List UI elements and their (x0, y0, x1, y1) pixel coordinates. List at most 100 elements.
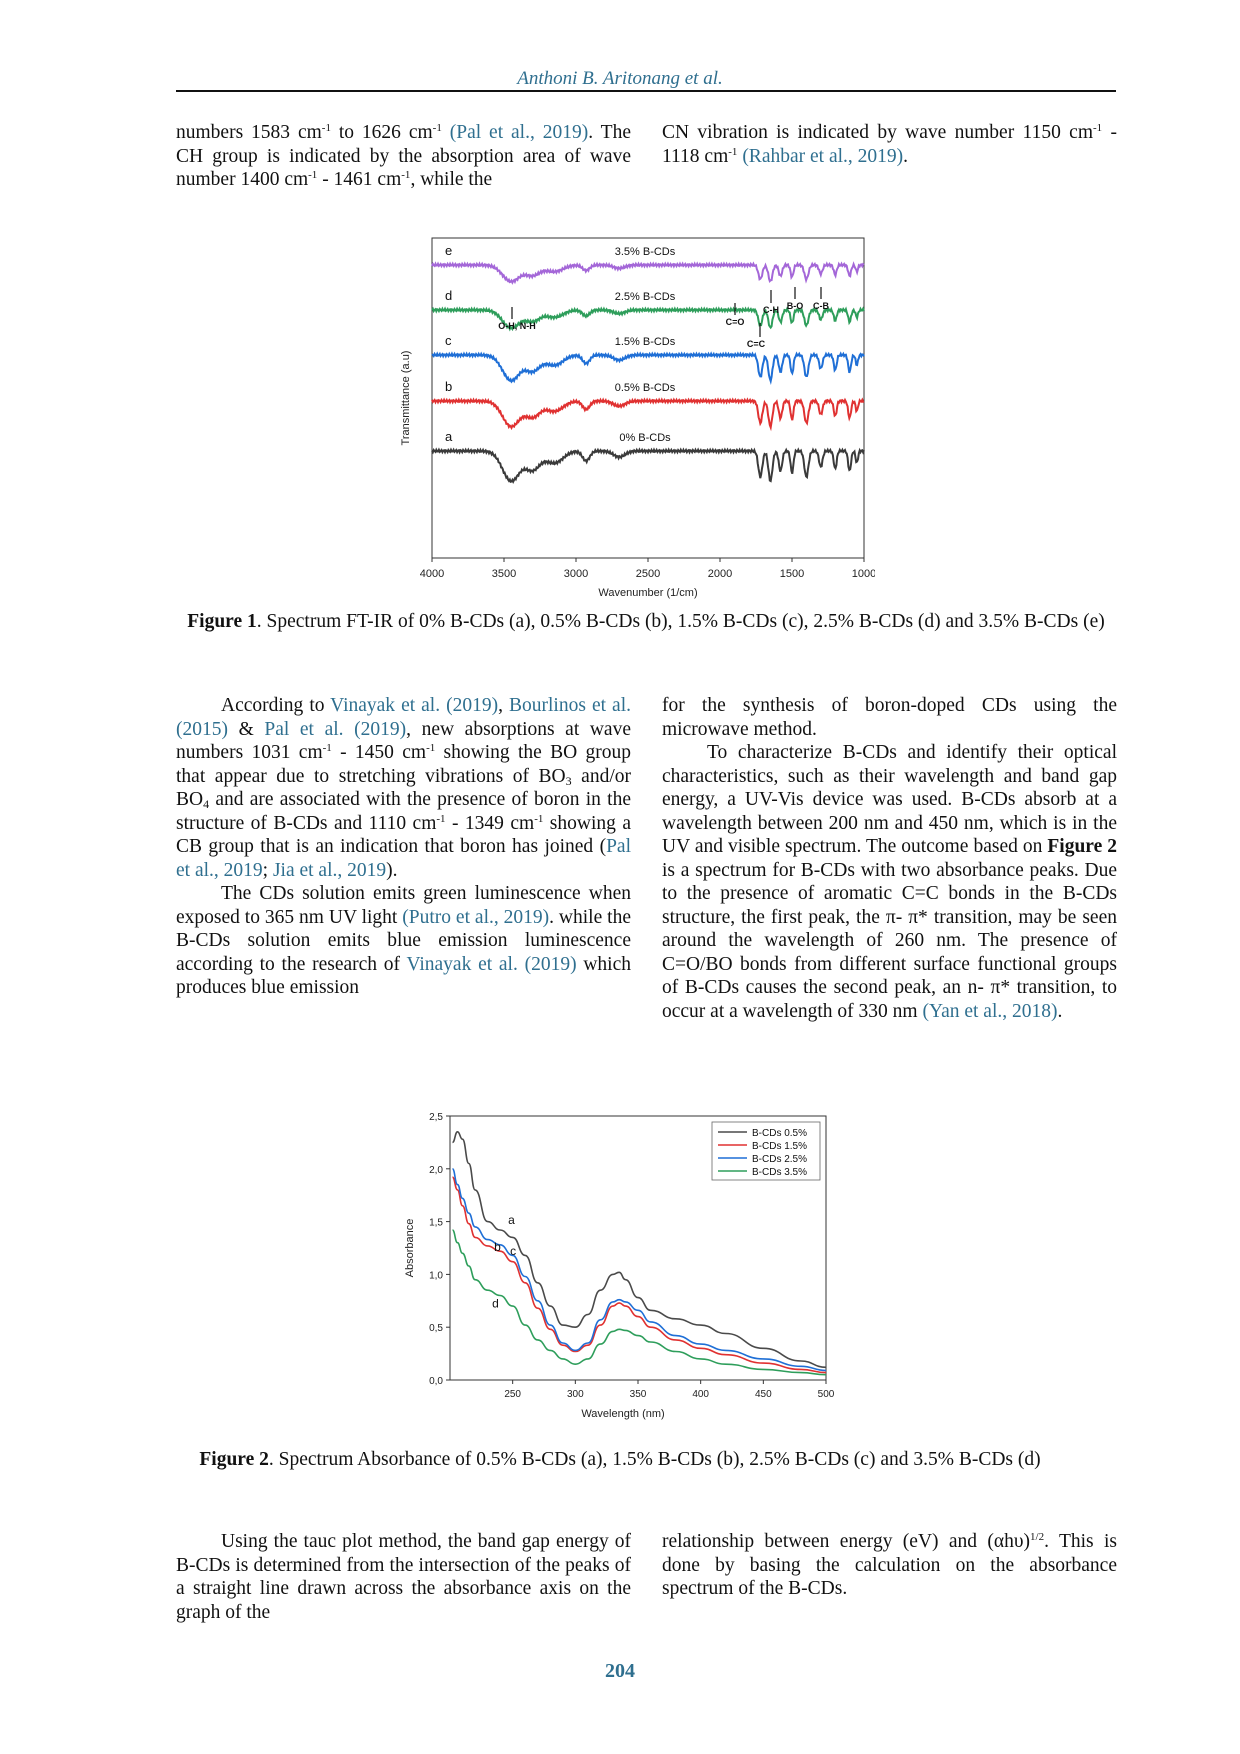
x-tick-label: 1000 (852, 568, 875, 580)
figure1-plot-frame (431, 237, 865, 559)
subscript: 3 (565, 773, 572, 788)
figure2-caption-text: . Spectrum Absorbance of 0.5% B-CDs (a),… (268, 1449, 1041, 1470)
section2-right-paragraph-2: To characterize B-CDs and identify their… (662, 741, 1117, 1023)
figure2-curve-letters: ab c d (492, 1213, 516, 1310)
x-tick-label: 350 (630, 1389, 647, 1400)
x-tick-label: 400 (692, 1389, 709, 1400)
text: - 1461 cm (317, 169, 402, 190)
figure2-y-ticks: 0,0 0,5 1,0 1,5 2,0 2,5 (429, 1112, 450, 1387)
annotation-c-h: C-H (763, 305, 779, 315)
curve-letter-d: d (492, 1297, 499, 1311)
section1-left-column: numbers 1583 cm-1 to 1626 cm-1 (Pal et a… (176, 121, 631, 192)
ftir-series-letter-e: e (445, 243, 452, 258)
x-tick-label: 450 (755, 1389, 772, 1400)
citation-link[interactable]: Vinayak et al. (2019) (330, 695, 499, 716)
y-tick-label: 1,0 (429, 1270, 443, 1281)
ftir-series-name-c: 1.5% B-CDs (615, 336, 676, 348)
figure2-x-ticks: 250 300 350 400 450 500 (504, 1380, 835, 1400)
curve-letter-a: a (508, 1213, 515, 1227)
section1-right-column: CN vibration is indicated by wave number… (662, 121, 1117, 168)
ftir-series-letter-b: b (445, 379, 452, 394)
legend-label-d: B-CDs 3.5% (752, 1167, 807, 1178)
section2-right-paragraph-1: for the synthesis of boron-doped CDs usi… (662, 695, 1117, 740)
running-head: Anthoni B. Aritonang et al. (517, 68, 723, 89)
curve-letter-b: b (494, 1240, 501, 1254)
citation-link[interactable]: Vinayak et al. (2019) (406, 953, 577, 975)
superscript: -1 (308, 169, 318, 181)
figure-reference[interactable]: Figure 2 (1047, 836, 1117, 857)
section1-right-paragraph: CN vibration is indicated by wave number… (662, 121, 1117, 168)
text: and/or BO (176, 765, 631, 811)
figure1-x-ticks: 4000 3500 3000 2500 2000 1500 1000 (420, 558, 875, 580)
text: to 1626 cm (330, 122, 433, 143)
figure1-ftir-chart: Transmittance (a.u) a 0% B-CDs b 0.5% B-CDs… (400, 237, 875, 599)
text: - 1118 cm (662, 122, 1117, 167)
text: The CDs solution emits green luminescenc… (176, 883, 631, 928)
ftir-series-name-b: 0.5% B-CDs (615, 382, 676, 394)
annotation-c-b: C-B (813, 301, 829, 311)
curve-letter-c: c (510, 1244, 516, 1258)
x-tick-label: 2500 (636, 568, 660, 580)
figure1-caption-text: . Spectrum FT-IR of 0% B-CDs (a), 0.5% B… (256, 611, 1105, 632)
x-tick-label: 1500 (780, 568, 804, 580)
page-number: 204 (605, 1660, 635, 1682)
annotation-b-o: B-O (787, 301, 804, 311)
figure2-caption: Figure 2. Spectrum Absorbance of 0.5% B-… (150, 1448, 1090, 1472)
text: To characterize B-CDs and identify their… (662, 742, 1117, 857)
superscript: -1 (321, 122, 331, 134)
ftir-series-name-a: 0% B-CDs (619, 432, 671, 444)
annotation-c-c: C=C (747, 339, 766, 349)
text: ; (262, 859, 273, 881)
text: which produces blue emission (176, 953, 631, 999)
superscript: -1 (436, 812, 446, 825)
figure2-legend: B-CDs 0.5% B-CDs 1.5% B-CDs 2.5% B-CDs 3.5% (711, 1121, 821, 1181)
text: , while the (410, 169, 493, 190)
text: ). (386, 859, 398, 881)
citation-link[interactable]: Pal et al. (2019) (264, 718, 407, 740)
text: - 1349 cm (445, 812, 535, 834)
legend-entries: B-CDs 0.5% B-CDs 1.5% B-CDs 2.5% B-CDs 3.5% (718, 1128, 807, 1178)
citation-link[interactable]: (Pal et al., 2019) (449, 122, 589, 143)
ftir-series-line-e (431, 261, 865, 285)
citation-link[interactable]: (Yan et al., 2018) (922, 1000, 1058, 1022)
superscript: 1/2 (1030, 1531, 1045, 1543)
figure2-x-axis-label: Wavelength (nm) (581, 1408, 664, 1420)
text: . (1057, 1000, 1063, 1022)
text: and are associated with the presence of … (176, 789, 631, 834)
section1-left-paragraph: numbers 1583 cm-1 to 1626 cm-1 (Pal et a… (176, 121, 631, 192)
legend-label-b: B-CDs 1.5% (752, 1141, 807, 1152)
superscript: -1 (1092, 122, 1103, 134)
y-tick-label: 0,0 (429, 1376, 443, 1387)
section3-right-paragraph: relationship between energy (eV) and (αh… (662, 1530, 1117, 1601)
ftir-series-line-c (431, 351, 865, 386)
section2-left-paragraph-2: The CDs solution emits green luminescenc… (176, 882, 631, 1000)
ftir-series-line-b (431, 397, 865, 432)
y-tick-label: 2,5 (429, 1112, 443, 1123)
y-tick-label: 0,5 (429, 1323, 443, 1334)
citation-link[interactable]: Bourlinos et al. (2015) (176, 695, 631, 740)
citation-link[interactable]: Pal et al., 2019 (176, 836, 631, 881)
figure1-series-group: a 0% B-CDs b 0.5% B-CDs c 1.5% B-CDs d 2.5% B-C… (431, 243, 865, 485)
section3-left-column: Using the tauc plot method, the band gap… (176, 1530, 631, 1624)
x-tick-label: 500 (818, 1389, 835, 1400)
section2-left-column: According to Vinayak et al. (2019), Bour… (176, 694, 631, 1000)
citation-link[interactable]: (Putro et al., 2019) (402, 906, 550, 928)
section2-right-column: for the synthesis of boron-doped CDs usi… (662, 694, 1117, 1023)
figure1-caption: Figure 1. Spectrum FT-IR of 0% B-CDs (a)… (176, 610, 1116, 634)
figure1-x-axis-label: Wavenumber (1/cm) (598, 587, 697, 599)
citation-link[interactable]: Jia et al., 2019 (272, 859, 387, 881)
subscript: 4 (203, 797, 210, 811)
legend-label-a: B-CDs 0.5% (752, 1128, 807, 1139)
superscript: -1 (322, 742, 332, 754)
text: . The CH group is indicated by the absor… (176, 122, 631, 190)
section3-left-paragraph: Using the tauc plot method, the band gap… (176, 1531, 631, 1623)
x-tick-label: 3000 (564, 568, 588, 580)
citation-link[interactable]: (Rahbar et al., 2019) (742, 145, 904, 167)
ftir-series-letter-c: c (445, 333, 452, 348)
x-tick-label: 4000 (420, 568, 444, 580)
text: , new absorptions at wave numbers 1031 c… (176, 718, 631, 764)
text: showing the BO group that appear due to … (176, 742, 631, 787)
header-rule (176, 90, 1116, 92)
ftir-series-letter-a: a (445, 429, 453, 444)
figure2-caption-label: Figure 2 (199, 1449, 269, 1470)
